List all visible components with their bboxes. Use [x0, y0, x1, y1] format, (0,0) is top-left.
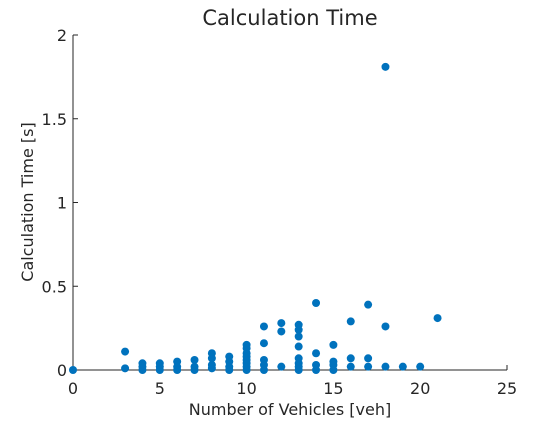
data-point	[294, 342, 303, 351]
data-point	[242, 366, 251, 374]
data-point	[121, 347, 130, 356]
data-point	[190, 366, 199, 374]
data-point	[294, 332, 303, 341]
data-point	[173, 366, 182, 374]
y-tick-label: 0	[57, 361, 67, 380]
data-point	[69, 366, 77, 374]
data-point	[364, 354, 373, 363]
axes	[72, 35, 507, 371]
x-tick-label: 0	[68, 379, 78, 398]
data-point	[381, 62, 390, 71]
x-tick-label: 15	[323, 379, 343, 398]
data-point	[346, 362, 355, 371]
data-point	[346, 317, 355, 326]
y-tick-label: 0.5	[42, 277, 67, 296]
data-point	[381, 322, 390, 331]
data-point	[381, 362, 390, 371]
data-point	[225, 366, 234, 374]
data-point	[329, 366, 338, 374]
data-point	[207, 364, 216, 373]
data-point	[312, 299, 321, 307]
data-point	[294, 325, 303, 334]
data-point	[329, 340, 338, 349]
data-point	[312, 349, 321, 358]
data-point	[277, 327, 286, 336]
data-point	[398, 362, 407, 371]
data-point	[346, 354, 355, 363]
data-point	[277, 362, 286, 371]
x-tick-label: 25	[497, 379, 517, 398]
data-point	[433, 314, 442, 323]
y-tick-label: 1.5	[42, 110, 67, 129]
data-point	[259, 322, 268, 331]
ticks: 0 5 10 15 20 25 0 0.5 1 1.5 2	[42, 26, 518, 398]
y-axis-label: Calculation Time [s]	[18, 122, 37, 281]
data-point	[416, 362, 425, 371]
data-point	[294, 366, 303, 374]
data-point	[259, 366, 268, 374]
y-tick-label: 1	[57, 194, 67, 213]
chart-title: Calculation Time	[202, 6, 377, 30]
x-tick-label: 10	[236, 379, 256, 398]
x-tick-label: 5	[155, 379, 165, 398]
y-tick-label: 2	[57, 26, 67, 45]
data-point	[121, 364, 130, 373]
data-point	[364, 300, 373, 309]
data-points	[69, 62, 442, 374]
data-point	[138, 366, 147, 374]
data-point	[259, 339, 268, 348]
x-tick-label: 20	[410, 379, 430, 398]
data-point	[312, 366, 321, 374]
data-point	[190, 355, 199, 364]
data-point	[364, 362, 373, 371]
data-point	[207, 354, 216, 363]
data-point	[277, 319, 286, 328]
x-axis-label: Number of Vehicles [veh]	[189, 400, 391, 419]
data-point	[155, 366, 164, 374]
